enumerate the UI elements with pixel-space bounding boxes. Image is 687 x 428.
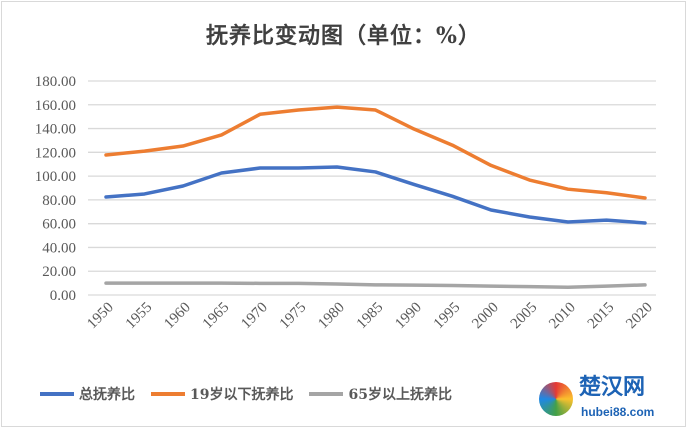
legend: 总抚养比 19岁以下抚养比 65岁以上抚养比 bbox=[40, 384, 452, 404]
y-tick-label: 100.00 bbox=[35, 169, 76, 185]
series-line-1 bbox=[104, 105, 647, 200]
x-tick-label: 2000 bbox=[469, 300, 502, 333]
x-tick-label: 1980 bbox=[315, 300, 348, 333]
y-tick-label: 180.00 bbox=[35, 74, 76, 90]
y-tick-label: 20.00 bbox=[42, 264, 76, 280]
watermark-logo: 楚汉网 hubei88.com bbox=[537, 374, 683, 424]
y-tick-label: 160.00 bbox=[35, 98, 76, 114]
series-line-0 bbox=[104, 165, 647, 225]
x-tick-label: 1990 bbox=[392, 300, 425, 333]
chart-title: 抚养比变动图（单位：%） bbox=[206, 23, 481, 49]
x-tick-label: 2020 bbox=[623, 300, 656, 333]
legend-item: 总抚养比 bbox=[40, 384, 135, 404]
x-tick-label: 1975 bbox=[277, 300, 310, 333]
y-tick-label: 0.00 bbox=[50, 288, 76, 304]
x-tick-label: 1995 bbox=[431, 300, 464, 333]
x-tick-label: 1955 bbox=[123, 300, 156, 333]
legend-swatch bbox=[151, 392, 185, 396]
legend-label: 总抚养比 bbox=[79, 387, 135, 403]
x-tick-label: 1970 bbox=[238, 300, 271, 333]
y-tick-label: 120.00 bbox=[35, 145, 76, 161]
x-tick-label: 2015 bbox=[585, 300, 618, 333]
x-tick-label: 2005 bbox=[508, 300, 541, 333]
watermark-cn: 楚汉网 bbox=[579, 374, 646, 400]
series-line-2 bbox=[104, 281, 647, 290]
x-tick-label: 1985 bbox=[354, 300, 387, 333]
legend-label: 65岁以上抚养比 bbox=[348, 387, 452, 403]
x-tick-label: 1965 bbox=[200, 300, 233, 333]
legend-label: 19岁以下抚养比 bbox=[190, 387, 294, 403]
watermark-en: hubei88.com bbox=[581, 405, 655, 419]
x-tick-label: 1960 bbox=[161, 300, 194, 333]
legend-swatch bbox=[309, 392, 344, 396]
x-tick-label: 2010 bbox=[546, 300, 579, 333]
y-tick-label: 140.00 bbox=[35, 122, 76, 138]
legend-item: 65岁以上抚养比 bbox=[309, 384, 452, 404]
y-tick-label: 60.00 bbox=[42, 217, 76, 233]
legend-item: 19岁以下抚养比 bbox=[151, 384, 293, 404]
legend-swatch bbox=[40, 392, 74, 396]
y-tick-label: 80.00 bbox=[42, 193, 76, 209]
watermark-logo-icon bbox=[539, 382, 573, 416]
x-tick-label: 1950 bbox=[84, 300, 117, 333]
y-tick-label: 40.00 bbox=[42, 240, 76, 256]
